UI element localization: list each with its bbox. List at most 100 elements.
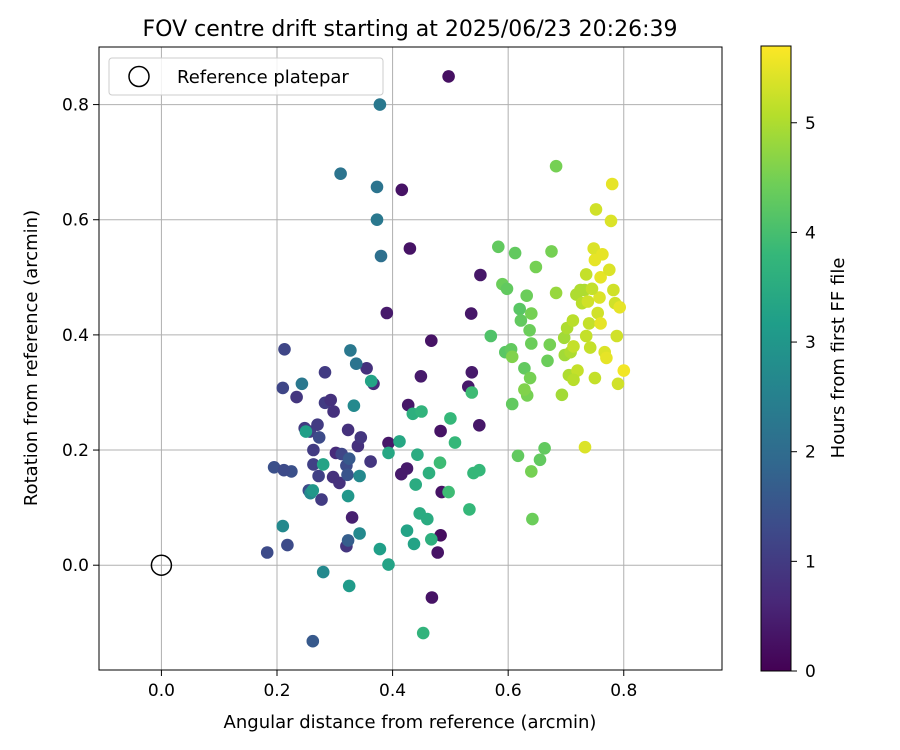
data-point bbox=[582, 317, 596, 330]
data-point bbox=[278, 343, 291, 356]
data-point bbox=[607, 283, 620, 297]
data-point bbox=[312, 469, 325, 483]
x-tick-label: 0.2 bbox=[263, 681, 290, 701]
data-point bbox=[416, 626, 430, 640]
data-point bbox=[267, 461, 281, 474]
data-point bbox=[409, 478, 423, 491]
data-point bbox=[484, 329, 498, 343]
data-point bbox=[341, 423, 355, 437]
data-point bbox=[276, 519, 290, 533]
data-point bbox=[474, 268, 487, 282]
data-point bbox=[312, 431, 326, 444]
data-point bbox=[295, 377, 309, 391]
y-axis-ticks: 0.0 0.2 0.4 0.6 0.8 bbox=[62, 96, 99, 576]
data-point bbox=[583, 341, 597, 354]
data-point bbox=[518, 362, 531, 375]
data-point bbox=[605, 177, 619, 191]
data-point bbox=[505, 397, 519, 411]
data-point bbox=[578, 440, 592, 454]
plot-background bbox=[99, 47, 722, 670]
data-point bbox=[567, 373, 580, 387]
data-point bbox=[333, 476, 346, 490]
data-point bbox=[596, 248, 609, 261]
y-gridlines bbox=[99, 104, 722, 566]
data-point bbox=[518, 383, 531, 396]
y-tick-label: 0.6 bbox=[62, 211, 89, 231]
reference-platepar-marker bbox=[150, 554, 173, 576]
data-point bbox=[567, 340, 580, 353]
data-point bbox=[411, 448, 424, 462]
data-point bbox=[541, 354, 554, 368]
data-point bbox=[382, 436, 395, 450]
data-point bbox=[585, 282, 599, 296]
data-point bbox=[594, 271, 607, 284]
data-point bbox=[403, 242, 417, 255]
data-point bbox=[525, 465, 538, 478]
data-point bbox=[341, 534, 355, 547]
data-point bbox=[566, 314, 580, 327]
data-point bbox=[277, 463, 291, 477]
y-axis-label: Rotation from reference (arcmin) bbox=[21, 210, 42, 506]
data-point bbox=[374, 249, 388, 263]
x-tick-label: 0.4 bbox=[379, 681, 406, 701]
data-point bbox=[316, 565, 330, 579]
data-point bbox=[434, 424, 447, 438]
legend-box bbox=[108, 57, 384, 96]
data-point bbox=[579, 268, 593, 281]
data-point bbox=[344, 344, 357, 357]
data-point bbox=[523, 324, 536, 337]
colorbar-gradient bbox=[761, 46, 791, 671]
plot-area bbox=[98, 46, 723, 671]
data-point bbox=[400, 462, 414, 475]
x-tick-label: 0.0 bbox=[148, 681, 175, 701]
data-point bbox=[433, 456, 447, 470]
data-point bbox=[425, 334, 438, 348]
data-point bbox=[543, 338, 557, 352]
data-point bbox=[526, 512, 539, 526]
data-point bbox=[533, 453, 547, 467]
data-point bbox=[360, 362, 373, 375]
data-point bbox=[342, 452, 356, 466]
data-point bbox=[611, 377, 625, 391]
data-point bbox=[593, 291, 606, 304]
data-point bbox=[373, 542, 387, 556]
data-point bbox=[463, 503, 476, 516]
x-tick-label: 0.6 bbox=[495, 681, 522, 701]
data-point bbox=[380, 306, 394, 320]
x-axis-ticks: 0.0 0.2 0.4 0.6 0.8 bbox=[148, 670, 637, 701]
data-point bbox=[588, 371, 602, 385]
data-point bbox=[444, 412, 457, 425]
x-axis-label: Angular distance from reference (arcmin) bbox=[224, 712, 597, 733]
data-point bbox=[299, 425, 313, 438]
data-point bbox=[442, 485, 455, 499]
data-point bbox=[290, 390, 303, 404]
data-point bbox=[422, 466, 436, 480]
x-tick-label: 0.8 bbox=[610, 681, 637, 701]
colorbar-label: Hours from first FF file bbox=[828, 258, 849, 459]
colorbar-tick-label: 2 bbox=[805, 443, 816, 463]
data-point bbox=[448, 436, 462, 449]
y-tick-label: 0.8 bbox=[62, 96, 89, 116]
data-point bbox=[353, 527, 366, 540]
data-point bbox=[613, 301, 626, 314]
data-point bbox=[617, 364, 631, 377]
chart-title: FOV centre drift starting at 2025/06/23 … bbox=[143, 17, 678, 42]
colorbar-ticks: 0 1 2 3 4 5 bbox=[791, 114, 816, 682]
data-point bbox=[425, 533, 438, 546]
data-point bbox=[334, 167, 347, 180]
data-point bbox=[382, 558, 395, 571]
data-point bbox=[594, 317, 607, 330]
data-point bbox=[327, 405, 340, 418]
data-point bbox=[307, 443, 320, 457]
data-point bbox=[370, 180, 384, 194]
data-point bbox=[316, 458, 330, 471]
data-point bbox=[500, 282, 514, 296]
data-point bbox=[306, 484, 320, 497]
data-point bbox=[370, 213, 384, 226]
data-point bbox=[431, 546, 445, 559]
data-point bbox=[324, 393, 338, 407]
data-point bbox=[342, 579, 356, 593]
data-point bbox=[395, 183, 409, 197]
data-point bbox=[465, 386, 479, 399]
data-point bbox=[591, 306, 604, 320]
